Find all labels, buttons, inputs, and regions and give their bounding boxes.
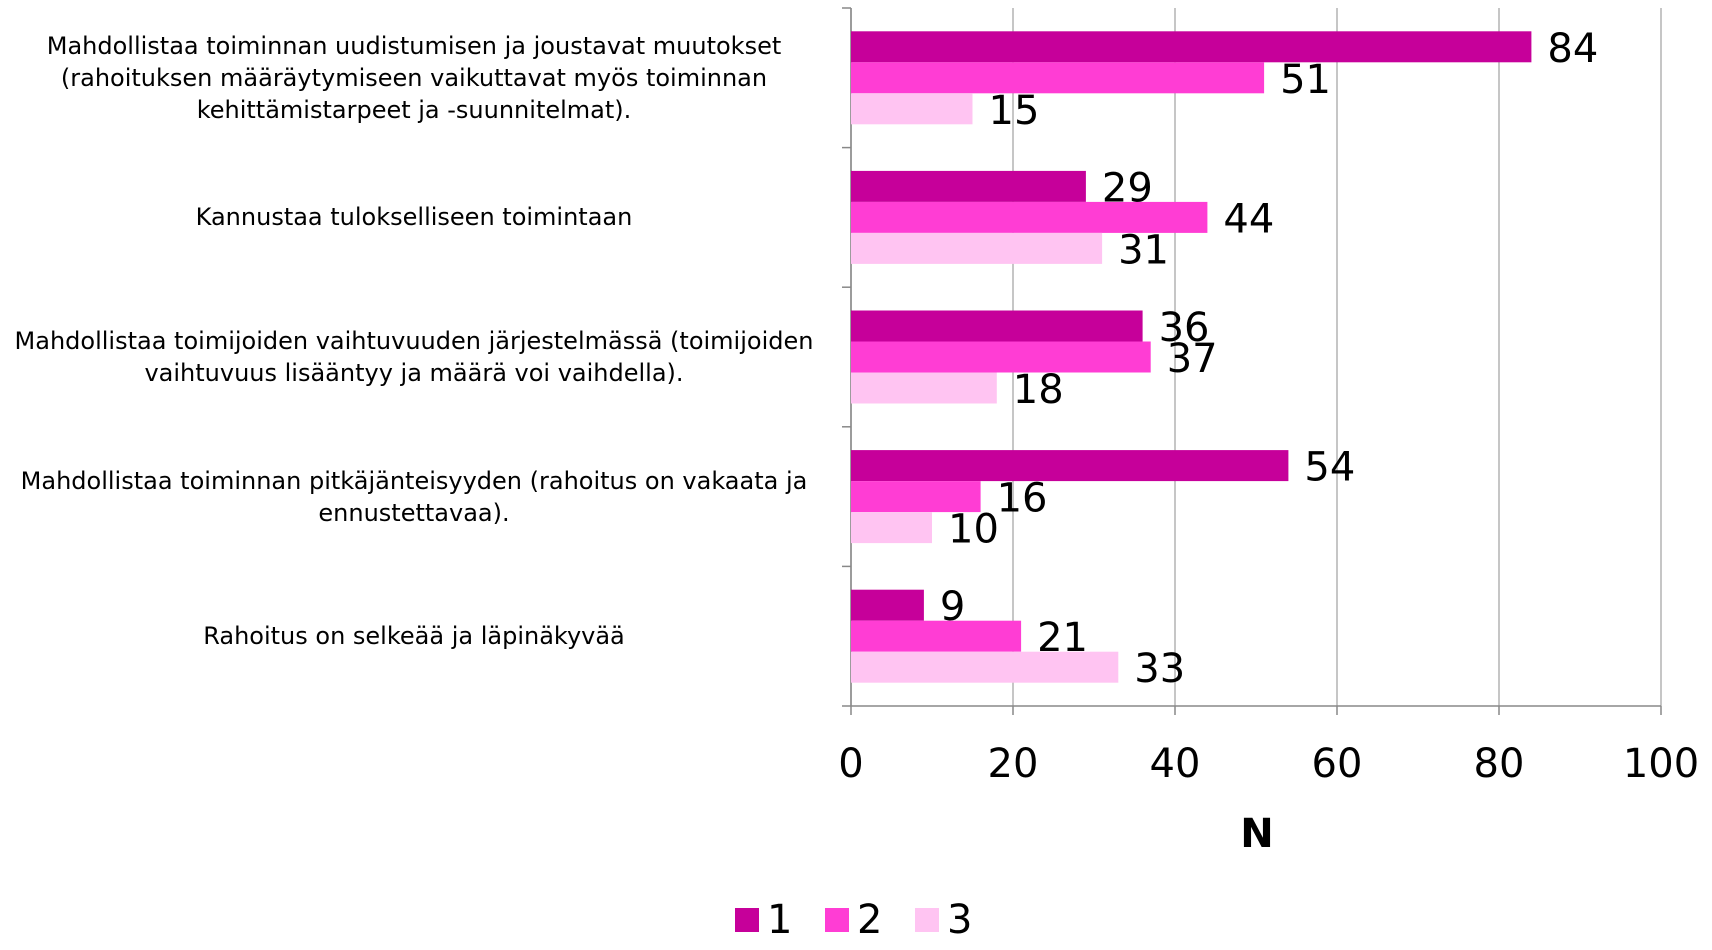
legend-swatch xyxy=(825,908,849,932)
value-label: 33 xyxy=(1134,646,1185,692)
x-tick-label: 60 xyxy=(1312,741,1363,787)
value-label: 54 xyxy=(1304,445,1355,491)
x-tick-label: 0 xyxy=(838,741,863,787)
bar xyxy=(851,62,1265,94)
value-label: 15 xyxy=(989,88,1040,134)
bar xyxy=(851,512,932,544)
y-tick-label: Mahdollistaa toimijoiden vaihtuvuuden jä… xyxy=(14,327,814,387)
x-axis-label: N xyxy=(1240,811,1273,857)
bar xyxy=(851,93,973,125)
bar xyxy=(851,310,1143,342)
value-label: 16 xyxy=(997,476,1048,522)
bar xyxy=(851,31,1532,63)
x-tick-label: 100 xyxy=(1623,741,1699,787)
bar xyxy=(851,170,1086,202)
y-tick-label: Kannustaa tulokselliseen toimintaan xyxy=(195,203,633,232)
bar xyxy=(851,589,924,621)
legend-swatch xyxy=(735,908,759,932)
bar xyxy=(851,372,997,404)
y-tick-label: Mahdollistaa toiminnan uudistumisen ja j… xyxy=(46,31,782,124)
bar xyxy=(851,620,1022,652)
value-label: 10 xyxy=(948,507,999,553)
x-tick-label: 40 xyxy=(1150,741,1201,787)
bar xyxy=(851,481,981,513)
legend-label: 3 xyxy=(947,897,972,943)
legend-label: 2 xyxy=(857,897,882,943)
y-tick-label: Rahoitus on selkeää ja läpinäkyvää xyxy=(203,622,625,651)
value-label: 84 xyxy=(1547,26,1598,72)
value-label: 37 xyxy=(1167,336,1218,382)
y-tick-label: Mahdollistaa toiminnan pitkäjänteisyyden… xyxy=(20,466,808,527)
value-label: 44 xyxy=(1223,196,1274,242)
bar xyxy=(851,232,1103,264)
bar xyxy=(851,201,1208,233)
value-label: 36 xyxy=(1159,305,1210,351)
x-tick-label: 80 xyxy=(1474,741,1525,787)
x-tick-label: 20 xyxy=(988,741,1039,787)
value-label: 51 xyxy=(1280,57,1331,103)
legend-label: 1 xyxy=(767,897,792,943)
value-label: 18 xyxy=(1013,367,1064,413)
legend-swatch xyxy=(915,908,939,932)
bar xyxy=(851,450,1289,482)
bar xyxy=(851,651,1119,683)
bar xyxy=(851,341,1151,373)
value-label: 31 xyxy=(1118,227,1169,273)
